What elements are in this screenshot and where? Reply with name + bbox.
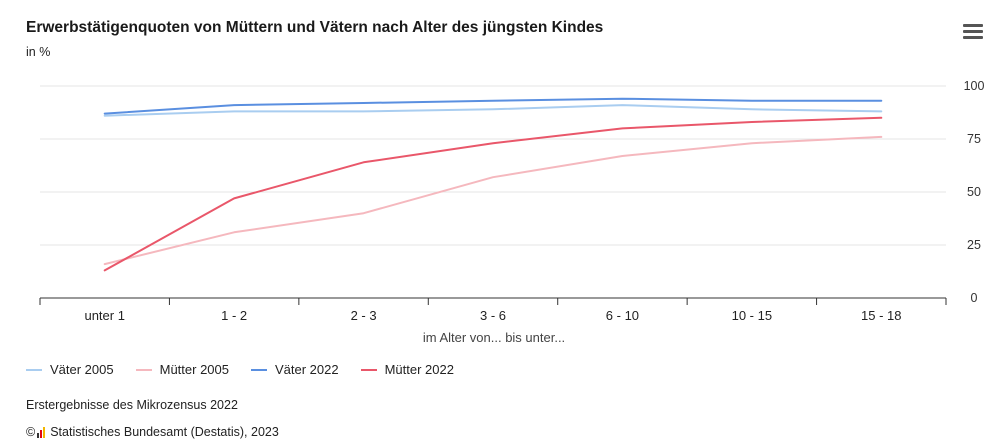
x-tick-label: 10 - 15	[732, 308, 772, 323]
x-tick-label: 15 - 18	[861, 308, 901, 323]
legend-item[interactable]: Mütter 2022	[360, 362, 454, 377]
legend-swatch	[135, 368, 152, 371]
chart-subtitle: in %	[26, 45, 51, 59]
chart-legend: Väter 2005 Mütter 2005 Väter 2022 Mütter 20…	[26, 362, 454, 377]
chart-title: Erwerbstätigenquoten von Müttern und Vät…	[26, 19, 604, 36]
legend-item[interactable]: Väter 2022	[250, 362, 339, 377]
copyright-symbol: ©	[26, 425, 36, 439]
y-tick-label: 100	[964, 79, 985, 93]
legend-item[interactable]: Väter 2005	[26, 362, 114, 377]
legend-label: Väter 2022	[274, 362, 339, 377]
x-tick-label: unter 1	[84, 308, 124, 323]
x-tick-label: 2 - 3	[351, 308, 377, 323]
y-tick-label: 25	[967, 238, 981, 252]
legend-swatch	[250, 368, 267, 371]
legend-swatch	[26, 368, 42, 371]
legend-item[interactable]: Mütter 2005	[135, 362, 229, 377]
series-line-0[interactable]	[103, 104, 883, 117]
series-line-1[interactable]	[103, 135, 883, 266]
legend-swatch	[360, 368, 377, 371]
x-tick-label: 1 - 2	[221, 308, 247, 323]
y-tick-label: 50	[967, 185, 981, 199]
source-note: Erstergebnisse des Mikrozensus 2022	[26, 398, 238, 412]
x-axis-label: im Alter von... bis unter...	[423, 330, 565, 345]
series-line-2[interactable]	[103, 97, 883, 115]
y-tick-label: 75	[967, 132, 981, 146]
series-line-3[interactable]	[103, 116, 883, 272]
legend-label: Mütter 2022	[384, 362, 454, 377]
line-chart: 0 25 50 75 100 unter 1 1 - 2 2 - 3 3 - 6 6 - 10 1…	[39, 79, 985, 345]
x-tick-label: 3 - 6	[480, 308, 506, 323]
x-tick-label: 6 - 10	[606, 308, 639, 323]
hamburger-menu-icon[interactable]	[963, 24, 983, 42]
legend-label: Väter 2005	[50, 362, 114, 377]
destatis-logo-icon	[37, 426, 46, 438]
legend-label: Mütter 2005	[159, 362, 229, 377]
copyright-credit: © Statistisches Bundesamt (Destatis), 20…	[26, 425, 279, 439]
credit-text: Statistisches Bundesamt (Destatis), 2023	[50, 425, 279, 439]
y-tick-label: 0	[971, 291, 978, 305]
